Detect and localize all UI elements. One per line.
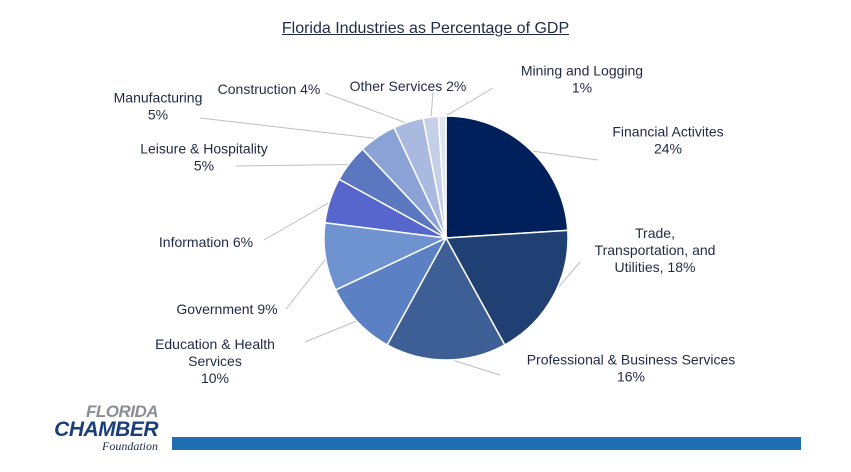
pie-slice: [437, 115, 447, 239]
leader-line: [235, 163, 352, 167]
slice-label: Manufacturing 5%: [114, 90, 203, 123]
footer-bar: [172, 437, 801, 450]
pie-slices: [323, 115, 569, 361]
leader-lines: [199, 87, 599, 376]
slice-label: Financial Activites 24%: [612, 124, 723, 157]
leader-line: [528, 150, 599, 161]
slice-label: Other Services 2%: [350, 78, 467, 94]
leader-line: [445, 357, 501, 376]
slice-label: Government 9%: [176, 301, 277, 317]
slice-label: Professional & Business Services 16%: [527, 352, 736, 385]
slice-label: Trade, Transportation, and Utilities, 18%: [595, 225, 716, 275]
florida-chamber-logo: FLORIDA CHAMBER Foundation: [40, 402, 159, 453]
pie-slice: [334, 236, 448, 346]
leader-line: [441, 87, 494, 119]
pie-slice: [386, 236, 506, 361]
leader-line: [324, 92, 410, 125]
pie-slice: [444, 229, 569, 346]
slice-label: Information 6%: [159, 234, 253, 250]
slice-label: Construction 4%: [218, 81, 321, 97]
chart-title: Florida Industries as Percentage of GDP: [281, 20, 570, 37]
leader-line: [285, 256, 328, 310]
leader-line: [430, 91, 434, 119]
slice-labels: Financial Activites 24% Trade, Transportati…: [114, 63, 736, 387]
slice-label: Leisure & Hospitality 5%: [140, 141, 268, 174]
logo-line-2: CHAMBER: [54, 418, 158, 441]
logo-line-3: Foundation: [102, 439, 158, 453]
leader-line: [263, 200, 333, 241]
leader-line: [199, 117, 379, 140]
slice-label: Education & Health Services 10%: [155, 336, 275, 386]
leader-line: [304, 319, 359, 343]
logo-line-1: FLORIDA: [85, 402, 159, 421]
slice-label: Mining and Logging 1%: [521, 63, 643, 96]
pie-slice: [445, 115, 569, 239]
